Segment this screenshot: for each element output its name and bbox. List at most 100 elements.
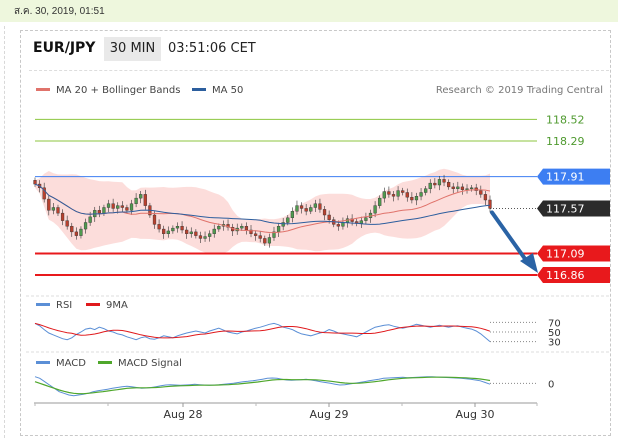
candle-body <box>166 230 170 234</box>
candle-body <box>129 203 134 211</box>
candle-body <box>460 186 465 190</box>
outer-border <box>4 26 6 438</box>
macd-signal-legend-label: MACD Signal <box>118 358 182 369</box>
ma20-legend-swatch <box>36 88 50 91</box>
candle-body <box>42 187 46 200</box>
candle-body <box>189 231 193 234</box>
candle-body <box>185 229 189 234</box>
candle-body <box>102 207 106 214</box>
candle-body <box>175 226 180 229</box>
candle-body <box>171 227 175 232</box>
ma50-legend-label: MA 50 <box>212 85 243 96</box>
candle-body <box>451 186 455 189</box>
candle-body <box>208 233 212 237</box>
candle-body <box>253 233 258 236</box>
candle-body <box>60 212 65 221</box>
x-tick-label: Aug 29 <box>310 408 349 421</box>
candle-body <box>244 226 249 231</box>
forecast-arrow-shaft <box>490 210 530 265</box>
x-tick-label: Aug 28 <box>164 408 203 421</box>
timestamp: ส.ค. 30, 2019, 01:51 <box>14 6 105 17</box>
candle-body <box>203 236 207 239</box>
candle-body <box>488 199 492 209</box>
macd-signal-line <box>34 376 491 395</box>
rsi-legend-swatch <box>36 303 50 306</box>
rsi-line <box>34 322 491 342</box>
candle-body <box>33 180 37 185</box>
candle-body <box>405 192 409 198</box>
candle-body <box>258 235 262 239</box>
candle-body <box>396 190 400 197</box>
candle-body <box>79 228 83 236</box>
candle-body <box>299 205 304 209</box>
candle-body <box>162 228 166 234</box>
candle-body <box>295 205 299 212</box>
candle-body <box>382 191 386 199</box>
candle-body <box>391 194 396 197</box>
candle-body <box>401 190 405 193</box>
macd-legend-label: MACD <box>56 358 86 369</box>
ma20-legend-label: MA 20 + Bollinger Bands <box>56 85 180 96</box>
candle-body <box>359 220 363 224</box>
chart-frame <box>20 30 611 436</box>
candle-body <box>116 205 120 209</box>
candle-body <box>437 179 442 186</box>
candle-body <box>212 228 216 234</box>
rsi-ma-legend-swatch <box>86 303 100 306</box>
candle-body <box>88 216 92 223</box>
candle-body <box>263 238 267 244</box>
candle-body <box>139 194 143 199</box>
candle-body <box>387 191 391 195</box>
candle-body <box>240 226 244 229</box>
candle-body <box>318 203 322 210</box>
candle-body <box>111 203 115 209</box>
macd-signal-legend-swatch <box>98 361 112 364</box>
candle-body <box>157 224 161 230</box>
chart-time: 03:51:06 CET <box>168 41 256 56</box>
level-label-117.09: 117.09 <box>546 247 585 260</box>
candle-body <box>447 181 451 188</box>
candle-body <box>249 229 253 234</box>
candle-body <box>106 203 111 208</box>
candle-body <box>143 194 147 206</box>
candle-body <box>322 209 327 216</box>
timeframe-badge[interactable]: 30 MIN <box>104 37 161 61</box>
candle-body <box>465 188 469 190</box>
candle-body <box>410 196 414 201</box>
candle-body <box>120 205 124 208</box>
level-label-118.29: 118.29 <box>546 135 585 148</box>
candle-body <box>456 186 460 189</box>
x-tick-label: Aug 30 <box>456 408 495 421</box>
rsi-ma-legend-label: 9MA <box>106 300 128 311</box>
candle-body <box>51 207 56 211</box>
candle-body <box>327 214 331 220</box>
candle-body <box>47 198 51 211</box>
candle-body <box>56 207 60 214</box>
level-tag-117.91 <box>537 168 610 185</box>
candle-body <box>428 182 432 189</box>
candle-body <box>125 207 129 211</box>
candle-body <box>479 190 483 195</box>
candle-body <box>336 224 340 227</box>
rsi-tick-50: 50 <box>548 328 561 339</box>
candle-body <box>194 231 198 236</box>
candle-body <box>272 231 276 238</box>
rsi-tick-70: 70 <box>548 318 561 329</box>
candle-body <box>433 182 437 186</box>
bollinger-band <box>35 168 490 254</box>
candle-body <box>65 220 69 227</box>
level-label-116.86: 116.86 <box>546 269 585 282</box>
candle-body <box>70 226 74 233</box>
candle-body <box>276 226 281 233</box>
candle-body <box>442 179 446 183</box>
date-bar: ส.ค. 30, 2019, 01:51 <box>0 0 618 22</box>
ma50-line <box>34 183 491 225</box>
candle-body <box>286 217 290 223</box>
level-tag-116.86 <box>537 267 610 283</box>
candle-body <box>378 197 382 206</box>
level-label-118.52: 118.52 <box>546 113 585 126</box>
candle-body <box>424 188 428 193</box>
candle-body <box>198 235 203 239</box>
rsi-tick-30: 30 <box>548 338 561 349</box>
